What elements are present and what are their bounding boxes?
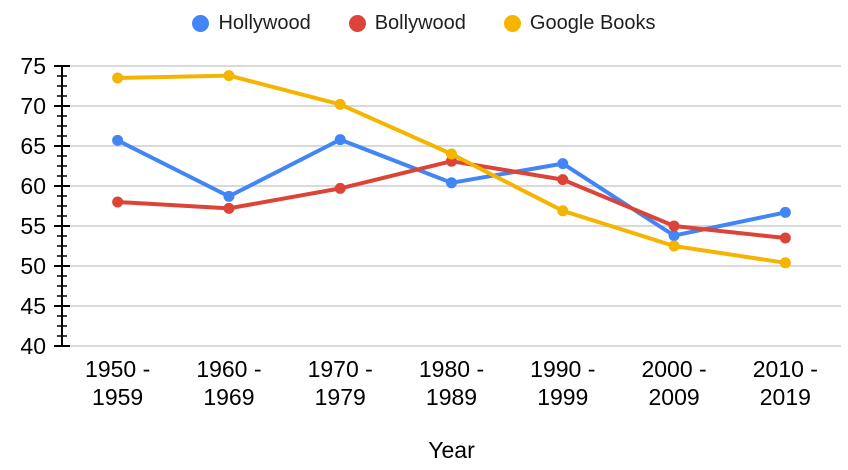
data-point-hollywood — [557, 158, 569, 170]
legend-dot-icon — [503, 15, 521, 32]
legend-label: Hollywood — [218, 12, 311, 34]
data-point-google-books — [557, 205, 569, 217]
data-point-hollywood — [446, 177, 457, 189]
x-axis-title: Year — [428, 437, 475, 463]
data-point-google-books — [668, 240, 680, 252]
data-point-bollywood — [223, 202, 235, 214]
x-tick-label: 2010 -2019 — [753, 356, 818, 410]
y-tick-label: 65 — [20, 133, 46, 159]
data-point-google-books — [223, 70, 235, 82]
y-tick-label: 55 — [20, 213, 46, 239]
y-tick-label: 60 — [20, 173, 46, 199]
data-point-hollywood — [223, 190, 235, 202]
x-tick-label: 2000 -2009 — [641, 356, 706, 410]
y-tick-label: 70 — [20, 93, 46, 119]
y-tick-label: 50 — [20, 253, 46, 279]
x-tick-label: 1970 -1979 — [308, 356, 373, 410]
data-point-bollywood — [112, 196, 124, 208]
data-point-bollywood — [779, 232, 791, 244]
legend-item-hollywood: Hollywood — [192, 12, 311, 35]
data-point-bollywood — [334, 182, 346, 194]
data-point-google-books — [779, 257, 791, 269]
data-point-hollywood — [668, 230, 680, 242]
x-tick-label: 1980 -1989 — [419, 356, 484, 410]
legend-item-google-books: Google Books — [503, 12, 656, 35]
legend-item-bollywood: Bollywood — [348, 12, 466, 35]
y-tick-label: 45 — [20, 293, 46, 319]
data-point-hollywood — [779, 206, 791, 218]
legend-dot-icon — [192, 15, 210, 32]
data-point-hollywood — [334, 134, 346, 146]
x-tick-label: 1990 -1999 — [530, 356, 595, 410]
legend-dot-icon — [348, 15, 366, 32]
data-point-bollywood — [668, 220, 680, 232]
data-point-google-books — [112, 72, 124, 84]
x-tick-label: 1950 -1959 — [85, 356, 150, 410]
data-point-google-books — [446, 148, 457, 160]
data-point-hollywood — [112, 134, 124, 146]
data-point-google-books — [334, 98, 346, 110]
legend-label: Bollywood — [374, 12, 466, 34]
chart-legend: Hollywood Bollywood Google Books — [0, 12, 848, 35]
legend-label: Google Books — [529, 12, 656, 34]
y-tick-label: 75 — [20, 53, 46, 79]
y-tick-label: 40 — [20, 333, 46, 359]
data-point-bollywood — [557, 174, 569, 186]
x-tick-label: 1960 -1969 — [196, 356, 261, 410]
